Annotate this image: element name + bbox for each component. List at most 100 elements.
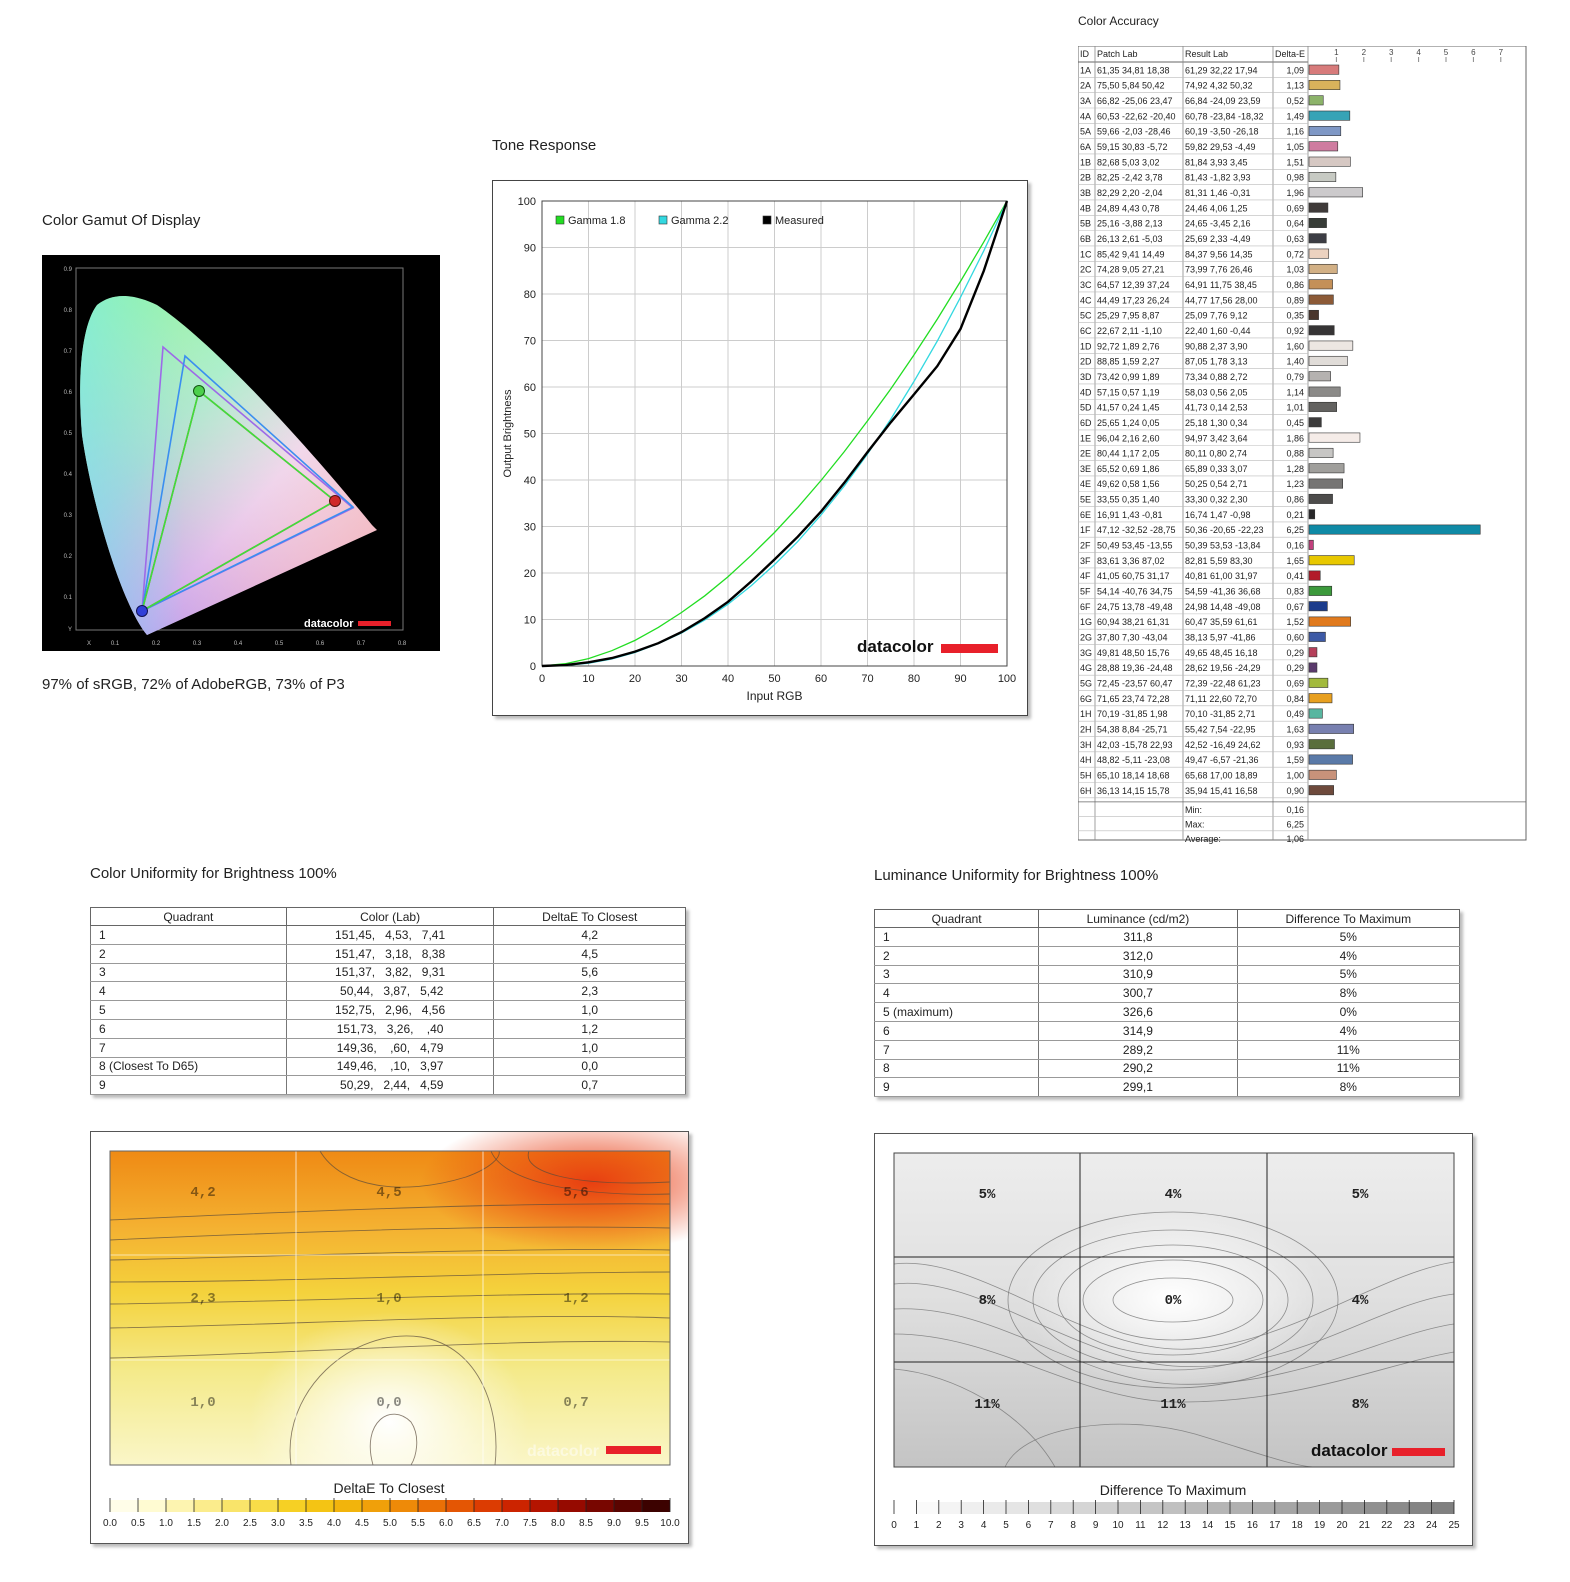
- color-map-contour: [490, 1150, 671, 1195]
- color-uniformity-cell: 9: [90, 1075, 287, 1096]
- accuracy-delta-e: 1,96: [1286, 188, 1304, 198]
- luminance-map-legend-tick: 12: [1157, 1520, 1169, 1531]
- accuracy-id: 3F: [1080, 556, 1091, 566]
- luminance-map-legend-tick: 1: [914, 1520, 920, 1531]
- luminance-map-legend-swatch: [1162, 1502, 1186, 1514]
- accuracy-delta-e: 1,00: [1286, 771, 1304, 781]
- tone-chart: 0 10 20 30 40 50 60 70 80 90 100 0 10 20 30 40 50 60 70 80 9…: [492, 180, 1028, 716]
- accuracy-delta-e: 1,14: [1286, 387, 1304, 397]
- luminance-map-legend-swatch: [1319, 1502, 1342, 1514]
- color-map-legend-tick: 1.0: [159, 1518, 173, 1529]
- luminance-map-legend-swatch: [1207, 1502, 1230, 1514]
- color-map-legend-tick: 0.0: [103, 1518, 117, 1529]
- accuracy-result-lab: 90,88 2,37 3,90: [1185, 341, 1248, 351]
- color-map-contour: [319, 1150, 500, 1188]
- accuracy-id: 1A: [1080, 65, 1091, 75]
- luminance-map-legend-swatch: [894, 1502, 917, 1514]
- gamut-title: Color Gamut Of Display: [42, 212, 201, 229]
- accuracy-delta-e: 1,49: [1286, 111, 1304, 121]
- accuracy-patch-lab: 75,50 5,84 50,42: [1097, 81, 1165, 91]
- luminance-map-legend-tick: 18: [1292, 1520, 1304, 1531]
- accuracy-patch-lab: 64,57 12,39 37,24: [1097, 280, 1170, 290]
- color-map-legend-swatch: [222, 1500, 250, 1512]
- accuracy-id: 1B: [1080, 157, 1091, 167]
- color-map-contour: [109, 1315, 671, 1329]
- accuracy-bar: [1308, 708, 1323, 719]
- color-map-value: 2,3: [190, 1291, 215, 1307]
- tone-y-tick: 40: [524, 475, 536, 487]
- accuracy-patch-lab: 54,14 -40,76 34,75: [1097, 587, 1173, 597]
- luminance-map-legend-swatch: [1118, 1502, 1141, 1514]
- color-map-legend-swatch: [250, 1500, 278, 1512]
- color-uniformity-row: 4 50,44, 3,87, 5,42 2,3: [90, 981, 686, 1002]
- color-map-legend-tick: 1.5: [187, 1518, 201, 1529]
- accuracy-id: 3H: [1080, 740, 1092, 750]
- accuracy-patch-lab: 24,89 4,43 0,78: [1097, 203, 1160, 213]
- accuracy-id: 4B: [1080, 203, 1091, 213]
- color-uniformity-cell: 4,5: [493, 944, 686, 964]
- accuracy-id: 6F: [1080, 602, 1091, 612]
- color-map-legend-swatch: [418, 1500, 446, 1512]
- accuracy-bar: [1308, 110, 1351, 121]
- luminance-uniformity-row: 1 311,8 5%: [873, 927, 1461, 947]
- accuracy-result-lab: 80,11 0,80 2,74: [1185, 449, 1247, 459]
- accuracy-patch-lab: 96,04 2,16 2,60: [1097, 433, 1160, 443]
- accuracy-delta-e: 1,40: [1286, 357, 1304, 367]
- luminance-map-legend-tick: 8: [1070, 1520, 1076, 1531]
- accuracy-delta-e: 0,90: [1286, 786, 1304, 796]
- accuracy-delta-e: 1,59: [1286, 755, 1304, 765]
- accuracy-scale-tick: 1: [1334, 48, 1339, 57]
- luminance-map-legend-tick: 22: [1381, 1520, 1393, 1531]
- accuracy-bar: [1308, 723, 1354, 734]
- accuracy-id: 4D: [1080, 387, 1092, 397]
- luminance-map-logo: datacolor: [1311, 1441, 1388, 1460]
- accuracy-bar: [1308, 432, 1361, 443]
- accuracy-frame: [1078, 46, 1527, 841]
- tone-x-tick: 30: [675, 673, 687, 685]
- accuracy-patch-lab: 16,91 1,43 -0,81: [1097, 510, 1163, 520]
- accuracy-header: Result Lab: [1185, 49, 1228, 59]
- gamut-x-tick: 0.7: [357, 641, 366, 647]
- luminance-map-contour: [893, 1333, 1455, 1403]
- accuracy-patch-lab: 25,29 7,95 8,87: [1097, 311, 1160, 321]
- accuracy-bar: [1308, 785, 1334, 796]
- luminance-uniformity-cell: 300,7: [1038, 983, 1238, 1004]
- accuracy-delta-e: 0,29: [1286, 663, 1304, 673]
- accuracy-delta-e: 0,29: [1286, 648, 1304, 658]
- accuracy-result-lab: 22,40 1,60 -0,44: [1185, 326, 1251, 336]
- accuracy-result-lab: 24,98 14,48 -49,08: [1185, 602, 1261, 612]
- accuracy-id: 3A: [1080, 96, 1091, 106]
- accuracy-bar: [1308, 141, 1339, 152]
- accuracy-summary-value: 6,25: [1286, 819, 1304, 829]
- accuracy-delta-e: 1,09: [1286, 65, 1304, 75]
- accuracy-patch-lab: 59,15 30,83 -5,72: [1097, 142, 1168, 152]
- accuracy-id: 2D: [1080, 357, 1092, 367]
- luminance-uniformity-cell: 8%: [1236, 983, 1461, 1004]
- color-map-legend-tick: 8.5: [579, 1518, 593, 1529]
- accuracy-header: ID: [1080, 49, 1090, 59]
- tone-xlabel: Input RGB: [746, 689, 802, 703]
- luminance-map-legend-tick: 11: [1135, 1520, 1146, 1531]
- color-uniformity-cell: 1,0: [493, 1000, 686, 1020]
- color-map-legend-tick: 9.5: [635, 1518, 649, 1529]
- color-uniformity-cell: 1,2: [493, 1019, 686, 1039]
- luminance-uniformity-row: 8 290,2 11%: [873, 1059, 1461, 1079]
- color-map-legend-swatch: [334, 1500, 362, 1512]
- gamut-x-tick: X: [87, 641, 91, 647]
- luminance-map-legend-swatch: [1006, 1502, 1029, 1514]
- color-map-contour: [109, 1248, 671, 1261]
- accuracy-id: 1E: [1080, 433, 1091, 443]
- accuracy-bar: [1308, 616, 1351, 627]
- color-map-legend-swatch: [362, 1500, 390, 1512]
- accuracy-bar: [1308, 248, 1330, 259]
- accuracy-result-lab: 55,42 7,54 -22,95: [1185, 725, 1256, 735]
- accuracy-result-lab: 82,81 5,59 83,30: [1185, 556, 1253, 566]
- accuracy-result-lab: 60,47 35,59 61,61: [1185, 617, 1258, 627]
- color-uniformity-cell: 2: [90, 944, 287, 964]
- tone-x-tick: 70: [861, 673, 873, 685]
- luminance-uniformity-cell: 7: [873, 1040, 1040, 1060]
- gamut-y-tick: 0.4: [64, 472, 73, 478]
- accuracy-patch-lab: 65,10 18,14 18,68: [1097, 771, 1170, 781]
- gamut-chart: 0.9 0.8 0.7 0.6 0.5 0.4 0.3 0.2 0.1 Y X 0.1 0.2 0.3 0.…: [42, 255, 440, 651]
- luminance-uniformity-cell: 290,2: [1038, 1059, 1238, 1079]
